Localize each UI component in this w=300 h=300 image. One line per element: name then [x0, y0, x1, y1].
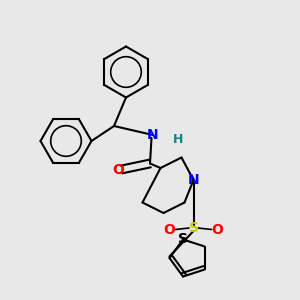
Text: N: N: [188, 173, 199, 187]
Text: O: O: [212, 223, 224, 236]
Text: S: S: [178, 232, 188, 247]
Text: O: O: [112, 163, 124, 176]
Text: S: S: [188, 221, 199, 235]
Text: O: O: [164, 223, 175, 236]
Text: N: N: [147, 128, 159, 142]
Text: H: H: [173, 133, 184, 146]
